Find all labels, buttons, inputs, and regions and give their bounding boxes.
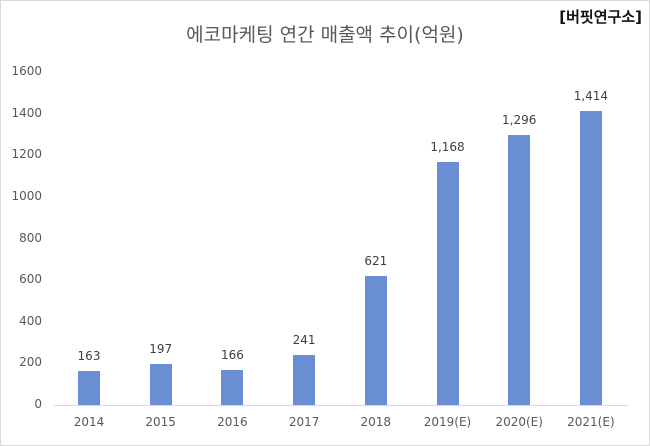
data-label: 166 [220,348,244,363]
x-tick-label: 2019(E) [423,415,472,429]
y-tick-label: 800 [19,230,42,245]
bar [293,354,316,405]
bar [221,370,244,405]
x-tick-label: 2015 [145,415,176,429]
x-tick-label: 2016 [217,415,248,429]
bar [436,161,459,405]
data-label: 621 [364,253,388,268]
y-tick-label: 0 [34,397,42,411]
y-tick-label: 1200 [11,147,42,162]
bar [579,110,602,405]
y-tick-label: 600 [19,272,42,287]
source-tag: [버핏연구소] [559,8,642,26]
bar [78,371,100,405]
data-label: 163 [77,349,101,364]
y-tick-label: 200 [19,355,42,370]
x-tick-label: 2017 [288,415,320,429]
x-tick-label: 2021(E) [567,415,615,429]
x-tick-label: 2020(E) [495,415,543,429]
y-tick-label: 400 [19,313,42,328]
data-label: 241 [292,332,316,347]
data-label: 1,414 [573,88,609,103]
chart-title: 에코마케팅 연간 매출액 추이(억원) [186,24,464,46]
x-tick-label: 2014 [73,415,105,429]
y-tick-label: 1000 [11,188,42,203]
x-axis-line [54,405,628,406]
y-tick-label: 1400 [11,105,42,120]
bar [508,135,531,405]
x-tick-label: 2018 [360,415,392,429]
bar [364,275,387,405]
y-tick-label: 1600 [11,64,42,78]
data-label: 1,168 [430,139,465,154]
data-label: 1,296 [502,113,537,128]
data-label: 197 [149,341,173,356]
bar [149,363,172,405]
